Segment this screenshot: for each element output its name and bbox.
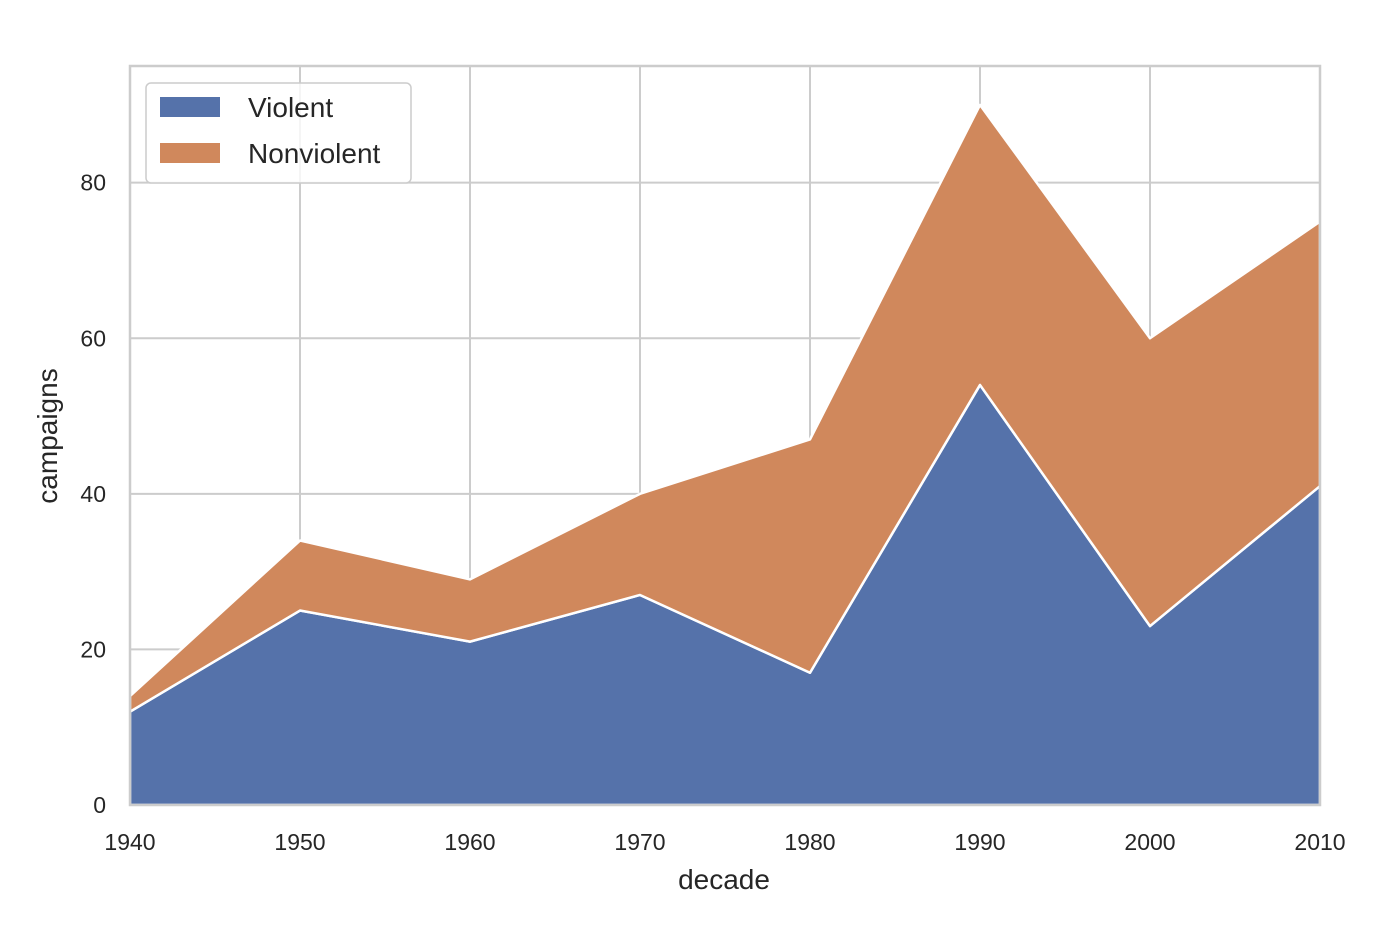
y-tick-label: 60 [80,325,106,351]
y-tick-label: 80 [80,170,106,196]
x-tick-label: 2010 [1294,829,1345,855]
plot-frame [128,64,1322,807]
y-tick-labels: 0 20 40 60 80 [80,170,106,818]
x-tick-label: 2000 [1124,829,1175,855]
y-tick-label: 40 [80,481,106,507]
x-tick-label: 1990 [954,829,1005,855]
x-tick-label: 1940 [104,829,155,855]
axes-spines [128,64,1322,807]
x-tick-label: 1950 [274,829,325,855]
y-axis-label: campaigns [32,368,63,503]
legend: Violent Nonviolent [145,82,412,184]
legend-label-nonviolent: Nonviolent [248,138,381,169]
legend-swatch-violent [160,97,220,117]
y-tick-label: 0 [93,792,106,818]
x-axis-label: decade [678,864,770,895]
x-tick-label: 1980 [784,829,835,855]
legend-swatch-nonviolent [160,143,220,163]
x-tick-labels: 1940 1950 1960 1970 1980 1990 2000 2010 [104,829,1345,855]
y-tick-label: 20 [80,636,106,662]
x-tick-label: 1960 [444,829,495,855]
legend-label-violent: Violent [248,92,333,123]
x-tick-label: 1970 [614,829,665,855]
